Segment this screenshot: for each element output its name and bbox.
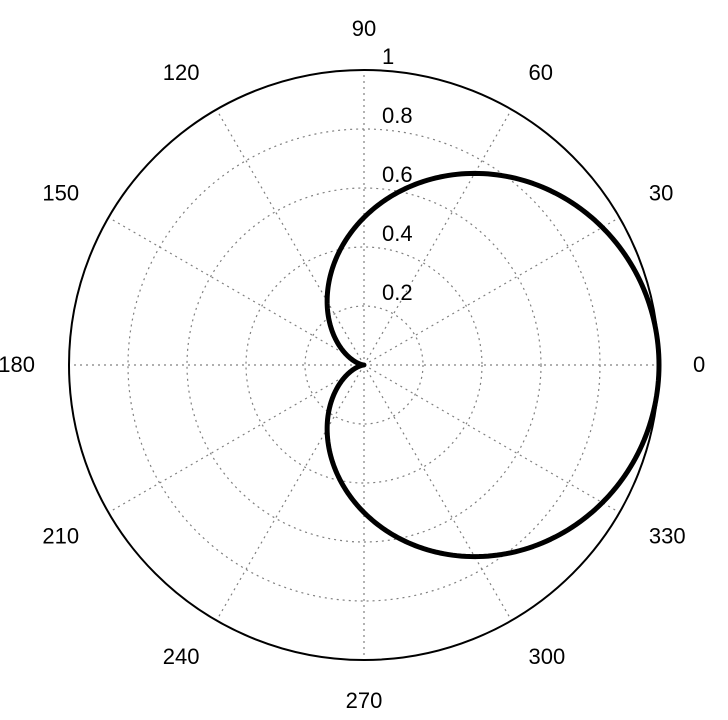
polar-chart: 0.2 0.4 0.6 0.8 1 0 30 60 90 120 150 180 210 240 270 30… — [0, 0, 728, 720]
radial-tick-label: 0.2 — [382, 280, 413, 305]
angle-label: 150 — [42, 181, 79, 206]
radial-tick-label: 1 — [382, 44, 394, 69]
radial-tick-label: 0.4 — [382, 221, 413, 246]
angle-label: 240 — [163, 644, 200, 669]
radial-tick-label: 0.8 — [382, 103, 413, 128]
angle-label: 330 — [649, 524, 686, 549]
angle-label: 300 — [529, 644, 566, 669]
polar-svg: 0.2 0.4 0.6 0.8 1 0 30 60 90 120 150 180 210 240 270 30… — [0, 0, 728, 720]
angle-label: 210 — [42, 524, 79, 549]
angle-label: 60 — [529, 60, 553, 85]
angle-label: 30 — [649, 181, 673, 206]
angle-label: 120 — [163, 60, 200, 85]
angle-label: 180 — [0, 352, 35, 377]
radial-tick-label: 0.6 — [382, 162, 413, 187]
angle-label: 0 — [693, 352, 705, 377]
angle-label: 90 — [352, 16, 376, 41]
angle-label: 270 — [346, 688, 383, 713]
